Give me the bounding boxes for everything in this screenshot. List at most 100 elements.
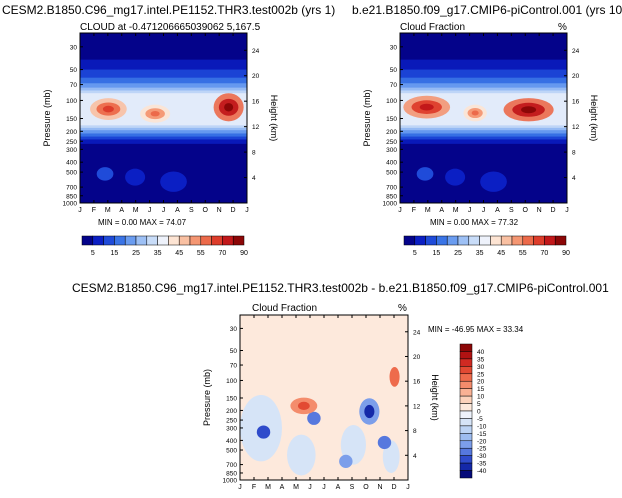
colorbar-swatch (459, 343, 473, 352)
colorbar-label: -40 (477, 468, 487, 475)
y-tick-label: 1000 (223, 478, 238, 485)
x-tick-label: M (133, 207, 139, 214)
panel3-field (240, 315, 408, 480)
y-tick-label: 300 (226, 425, 237, 432)
low-cloud-patch (160, 171, 187, 192)
x-tick-label: J (565, 207, 569, 214)
colorbar-swatch (459, 373, 473, 382)
colorbar-swatch (446, 235, 459, 246)
y-tick-label: 1000 (63, 201, 78, 208)
y-tick-label: 500 (386, 170, 397, 177)
colorbar-label: 0 (477, 409, 481, 416)
colorbar-label: 70 (219, 250, 227, 257)
y-tick-label: 400 (226, 438, 237, 445)
panel1-stats: MIN = 0.00 MAX = 74.07 (98, 218, 187, 227)
colorbar-label: 55 (197, 250, 205, 257)
colorbar-label: -10 (477, 423, 487, 430)
colorbar-swatch (459, 455, 473, 464)
neg-spot-3 (377, 435, 392, 450)
panel3-percent: % (398, 303, 407, 314)
colorbar-swatch (522, 235, 534, 246)
x-tick-label: O (523, 207, 529, 214)
neg-core-inner (364, 404, 375, 419)
x-tick-label: N (377, 484, 382, 491)
height-tick-label: 12 (572, 124, 580, 131)
colorbar-swatch (459, 447, 473, 456)
panel2-percent: % (558, 22, 567, 33)
height-tick-label: 4 (252, 175, 256, 182)
colorbar-swatch (459, 358, 473, 367)
y-tick-label: 400 (386, 160, 397, 167)
height-tick-label: 12 (413, 403, 421, 410)
colorbar-swatch (200, 235, 212, 246)
x-tick-label: J (148, 207, 152, 214)
cloud-core-inner-0 (102, 105, 114, 113)
y-tick-label: 250 (66, 139, 77, 146)
colorbar-label: 30 (477, 364, 485, 371)
colorbar-swatch (189, 235, 202, 246)
cloud-core-inner-1 (471, 110, 479, 116)
colorbar-label: 5 (91, 250, 95, 257)
neg-spot-0 (256, 425, 271, 439)
panel3-subtitle: Cloud Fraction (252, 303, 317, 314)
y-tick-label: 250 (226, 418, 237, 425)
x-tick-label: F (252, 484, 256, 491)
colorbar-left: 5 15 25 35 45 55 70 90 (81, 235, 248, 257)
x-tick-label: M (105, 207, 111, 214)
y-tick-label: 250 (386, 139, 397, 146)
y-axis-label: Pressure (mb) (42, 89, 52, 146)
panel1-field (80, 33, 247, 203)
x-tick-label: N (537, 207, 542, 214)
x-tick-label: O (363, 484, 369, 491)
colorbar-label: 55 (519, 250, 527, 257)
x-tick-label: A (280, 484, 285, 491)
y-tick-label: 300 (66, 147, 77, 154)
y-tick-label: 700 (66, 185, 77, 192)
height-tick-label: 16 (413, 379, 421, 386)
pos-core (389, 366, 400, 387)
y-tick-label: 30 (230, 326, 238, 333)
pos-core-inner (297, 401, 310, 410)
y-tick-label: 850 (226, 470, 237, 477)
height-tick-label: 8 (413, 428, 417, 435)
colorbar-swatch (232, 235, 245, 246)
colorbar-swatch (168, 235, 180, 246)
colorbar-swatch (459, 366, 473, 375)
y-tick-label: 70 (390, 82, 398, 89)
colorbar-label: 45 (497, 250, 505, 257)
colorbar-swatch (222, 235, 234, 246)
colorbar-label: -20 (477, 438, 487, 445)
colorbar-swatch (457, 235, 470, 246)
colorbar-label: -35 (477, 461, 487, 468)
colorbar-label: 25 (454, 250, 462, 257)
panel3-title: CESM2.B1850.C96_mg17.intel.PE1152.THR3.t… (72, 281, 609, 295)
y-tick-label: 50 (390, 67, 398, 74)
colorbar-swatch (468, 235, 480, 246)
y-tick-label: 700 (386, 185, 397, 192)
colorbar-swatch (459, 410, 473, 419)
y-tick-label: 30 (390, 44, 398, 51)
height-tick-label: 24 (413, 329, 421, 336)
colorbar-swatch (211, 235, 223, 246)
x-tick-label: D (231, 207, 236, 214)
x-tick-label: S (509, 207, 514, 214)
colorbar-label: 25 (477, 371, 485, 378)
x-tick-label: J (468, 207, 472, 214)
colorbar-swatch (403, 235, 416, 246)
colorbar-swatch (425, 235, 437, 246)
colorbar-swatch (436, 235, 448, 246)
x-tick-label: M (265, 484, 271, 491)
colorbar-label: 90 (562, 250, 570, 257)
y-tick-label: 700 (226, 462, 237, 469)
low-cloud-patch (480, 171, 507, 192)
colorbar-swatch (157, 235, 169, 246)
cloud-core-inner-2 (224, 103, 234, 112)
low-cloud-patch (445, 168, 466, 186)
colorbar-label: 35 (477, 356, 485, 363)
colorbar-label: -15 (477, 431, 487, 438)
y-tick-label: 70 (70, 82, 78, 89)
height-tick-label: 20 (572, 73, 580, 80)
